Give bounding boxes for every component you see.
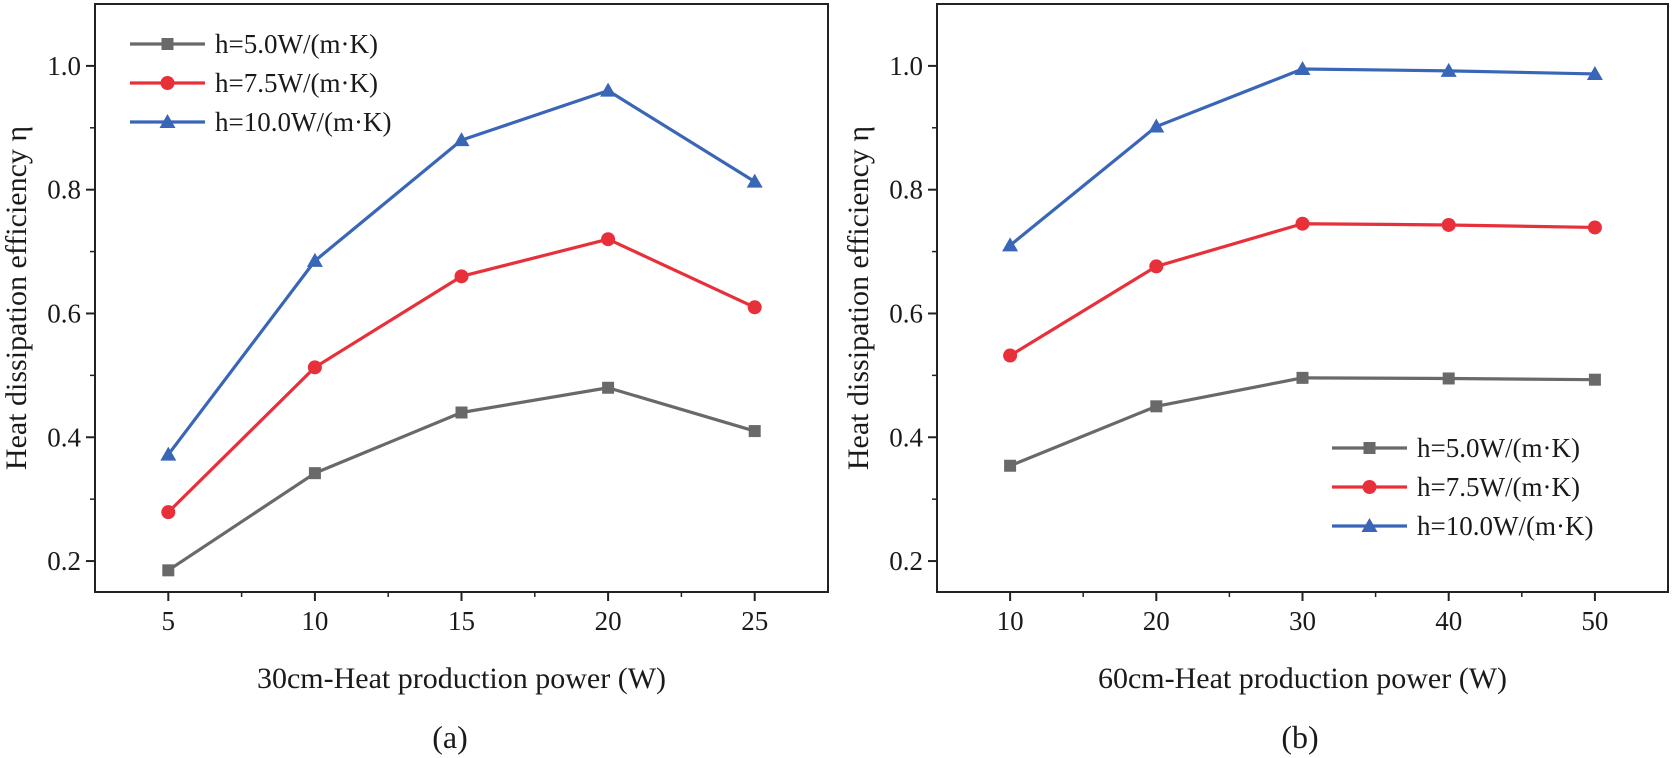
y-axis-label: Heat dissipation efficiency η <box>842 126 875 470</box>
legend-label: h=7.5W/(m·K) <box>215 68 378 98</box>
plot-frame <box>936 3 1669 593</box>
legend-marker <box>1361 518 1378 532</box>
data-point <box>1002 237 1019 252</box>
y-tick-label: 1.0 <box>889 51 923 81</box>
x-tick-label: 40 <box>1435 606 1462 636</box>
data-point <box>1149 259 1164 274</box>
legend-label: h=10.0W/(m·K) <box>215 107 391 137</box>
data-point <box>162 564 175 577</box>
data-point <box>160 446 177 461</box>
plot-frame <box>94 3 829 593</box>
y-tick-label: 0.4 <box>889 422 923 452</box>
legend-marker <box>1362 480 1377 494</box>
data-point <box>308 467 321 480</box>
x-tick-label: 20 <box>595 606 622 636</box>
data-point <box>1150 400 1163 413</box>
legend-label: h=5.0W/(m·K) <box>1417 433 1580 463</box>
data-point <box>1295 216 1310 231</box>
x-axis-label: 30cm-Heat production power (W) <box>257 662 666 695</box>
panel-label: (b) <box>1281 719 1318 755</box>
legend-marker <box>160 76 175 90</box>
data-point <box>1441 217 1456 232</box>
y-axis-label: Heat dissipation efficiency η <box>0 126 33 470</box>
panel-b: 10 20 30 40 50 0.2 0.4 0.6 0.8 1.0 60cm-Heat produ… <box>842 3 1669 755</box>
data-point <box>453 132 470 147</box>
legend-marker <box>159 114 176 128</box>
y-tick-label: 0.6 <box>47 298 81 328</box>
series-line <box>1009 222 1595 357</box>
data-point <box>306 252 323 267</box>
legend-marker <box>1363 442 1376 454</box>
data-point <box>601 232 616 247</box>
legend-label: h=7.5W/(m·K) <box>1417 472 1580 502</box>
data-point <box>1588 373 1601 386</box>
legend: h=5.0W/(m·K) h=7.5W/(m·K) h=10.0W/(m·K) <box>1332 433 1593 541</box>
data-point <box>748 425 761 438</box>
x-tick-label: 50 <box>1581 606 1608 636</box>
x-tick-label: 15 <box>448 606 475 636</box>
data-point <box>1294 60 1311 75</box>
data-point <box>747 300 762 315</box>
data-point <box>307 360 322 375</box>
data-point <box>1587 220 1602 235</box>
panel-label: (a) <box>432 719 468 755</box>
y-tick-label: 0.2 <box>889 546 923 576</box>
data-point <box>1004 459 1017 472</box>
x-axis-label: 60cm-Heat production power (W) <box>1098 662 1507 695</box>
legend-label: h=5.0W/(m·K) <box>215 29 378 59</box>
data-point <box>746 173 763 188</box>
data-point <box>1003 348 1018 363</box>
y-tick-label: 0.2 <box>47 546 81 576</box>
data-point <box>1296 371 1309 384</box>
data-point <box>1440 62 1457 77</box>
y-tick-label: 1.0 <box>47 51 81 81</box>
x-tick-label: 10 <box>301 606 328 636</box>
legend: h=5.0W/(m·K) h=7.5W/(m·K) h=10.0W/(m·K) <box>130 29 391 137</box>
y-tick-label: 0.4 <box>47 422 81 452</box>
x-tick-label: 10 <box>997 606 1024 636</box>
legend-marker <box>161 38 174 50</box>
legend-label: h=10.0W/(m·K) <box>1417 511 1593 541</box>
data-point <box>1442 372 1455 385</box>
x-tick-label: 25 <box>741 606 768 636</box>
y-tick-label: 0.6 <box>889 298 923 328</box>
x-tick-label: 5 <box>162 606 176 636</box>
panel-a: 5 10 15 20 25 0.2 0.4 0.6 0.8 1.0 30cm-Heat produc… <box>0 3 829 755</box>
data-point <box>1148 118 1165 133</box>
y-tick-label: 0.8 <box>889 175 923 205</box>
data-point <box>454 269 469 284</box>
data-point <box>602 381 615 394</box>
data-point <box>600 82 617 97</box>
y-tick-label: 0.8 <box>47 175 81 205</box>
x-tick-label: 30 <box>1289 606 1316 636</box>
data-point <box>455 406 468 419</box>
data-point <box>161 505 176 520</box>
x-tick-label: 20 <box>1143 606 1170 636</box>
data-point <box>1586 65 1603 80</box>
